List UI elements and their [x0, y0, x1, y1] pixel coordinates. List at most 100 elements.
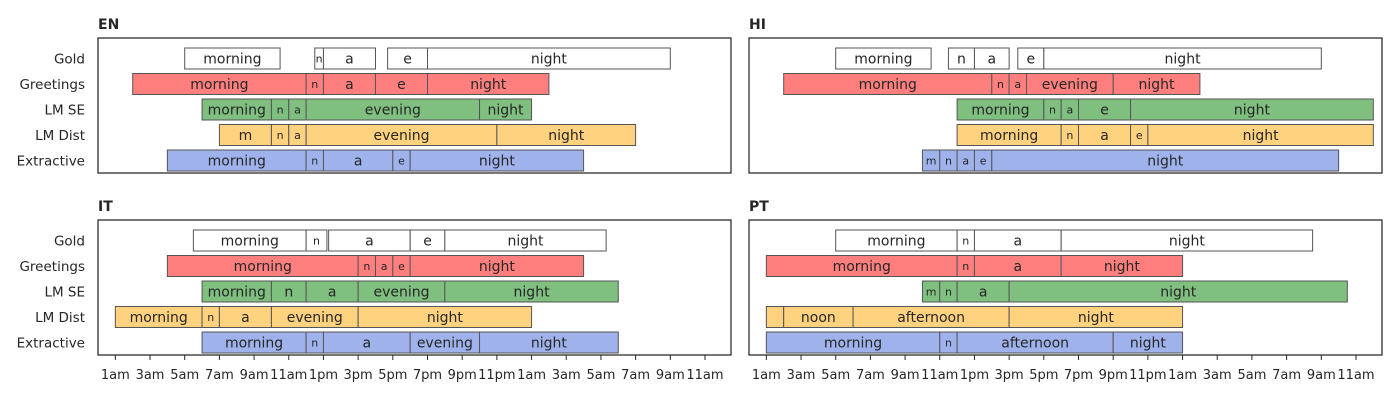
x-tick-label-it-7: 3pm	[344, 368, 373, 383]
bar-it-lm-se-4	[444, 280, 619, 303]
panel-title-pt: PT	[749, 199, 769, 215]
bar-label-hi-extractive-4: night	[1147, 154, 1184, 170]
bar-label-hi-extractive-1: n	[945, 154, 952, 167]
bar-label-pt-greetings-3: night	[1104, 259, 1141, 275]
bar-en-gold-2	[322, 47, 376, 70]
bar-label-hi-greetings-3: evening	[1042, 77, 1098, 93]
bar-label-en-gold-2: a	[345, 52, 354, 68]
bar-hi-gold-2	[973, 47, 1010, 70]
bar-label-it-lm-se-1: n	[284, 285, 293, 301]
x-tick-label-pt-7: 3pm	[995, 368, 1024, 383]
bar-label-hi-extractive-0: m	[926, 154, 937, 167]
bar-label-it-gold-3: e	[423, 234, 432, 250]
bar-label-en-lm-se-1: n	[277, 103, 284, 116]
bar-label-it-extractive-1: n	[311, 336, 318, 349]
x-tick-label-pt-15: 7am	[1272, 368, 1301, 383]
x-tick-label-it-16: 9am	[656, 368, 685, 383]
x-tick-label-pt-5: 11am	[921, 368, 958, 383]
bar-label-it-greetings-2: a	[381, 260, 388, 273]
bar-hi-greetings-4	[1112, 73, 1201, 95]
bar-pt-lm-dist-0	[765, 306, 785, 328]
bar-en-gold-0	[184, 47, 281, 70]
bar-label-pt-lm-se-0: m	[926, 285, 937, 298]
bar-label-pt-lm-dist-1: noon	[801, 310, 836, 326]
x-tick-label-pt-8: 5pm	[1029, 368, 1058, 383]
bar-en-extractive-4	[409, 149, 585, 172]
bar-label-en-lm-dist-2: a	[294, 129, 301, 142]
bar-label-hi-lm-dist-1: n	[1066, 129, 1073, 142]
row-label-lm-se: LM SE	[44, 285, 85, 301]
bar-label-hi-lm-se-4: night	[1234, 103, 1271, 119]
bar-label-it-lm-se-3: evening	[373, 285, 429, 301]
bar-label-en-gold-4: night	[531, 52, 568, 68]
x-tick-label-pt-2: 5am	[821, 368, 850, 383]
axes-frame-it	[97, 219, 732, 356]
x-tick-label-it-15: 7am	[621, 368, 650, 383]
bar-it-lm-dist-4	[357, 306, 533, 328]
x-tick-label-it-0: 1am	[101, 368, 130, 383]
bar-label-hi-lm-dist-0: morning	[980, 128, 1038, 144]
bar-label-hi-greetings-1: n	[997, 78, 1004, 91]
bar-label-hi-gold-3: e	[1027, 52, 1036, 68]
bar-label-it-lm-se-0: morning	[208, 285, 266, 301]
bar-label-hi-extractive-2: a	[962, 154, 969, 167]
bar-hi-gold-0	[835, 47, 932, 70]
bar-label-it-gold-2: a	[365, 234, 374, 250]
bar-label-en-lm-dist-1: n	[277, 129, 284, 142]
bar-hi-lm-dist-4	[1147, 124, 1374, 146]
bar-label-it-greetings-4: night	[479, 259, 516, 275]
bar-label-it-lm-dist-3: evening	[287, 310, 343, 326]
bar-label-hi-lm-se-3: e	[1100, 103, 1109, 119]
bar-label-pt-greetings-2: a	[1014, 259, 1023, 275]
x-tick-label-it-11: 11pm	[478, 368, 515, 383]
bar-label-hi-extractive-3: e	[980, 154, 987, 167]
x-tick-label-it-5: 11am	[270, 368, 307, 383]
bar-label-pt-lm-dist-3: night	[1078, 310, 1115, 326]
bar-label-en-lm-se-3: evening	[365, 103, 421, 119]
bar-label-en-greetings-0: morning	[190, 77, 248, 93]
x-tick-label-pt-10: 9pm	[1099, 368, 1128, 383]
bar-hi-gold-4	[1043, 47, 1322, 70]
bar-label-it-gold-4: night	[507, 234, 544, 250]
bar-label-it-gold-0: morning	[221, 234, 279, 250]
row-label-gold: Gold	[54, 234, 85, 250]
bar-label-en-lm-dist-3: evening	[373, 128, 429, 144]
row-label-extractive: Extractive	[17, 336, 85, 352]
bar-label-pt-extractive-1: n	[945, 336, 952, 349]
bar-label-hi-gold-4: night	[1165, 52, 1202, 68]
bar-label-pt-extractive-2: afternoon	[1001, 336, 1069, 352]
bar-label-en-gold-0: morning	[203, 52, 261, 68]
x-tick-label-it-1: 3am	[136, 368, 165, 383]
bar-label-it-extractive-2: a	[363, 336, 372, 352]
panel-title-it: IT	[98, 199, 113, 215]
bar-label-it-gold-1: n	[313, 234, 320, 247]
row-label-gold: Gold	[54, 52, 85, 68]
bar-label-hi-greetings-0: morning	[859, 77, 917, 93]
bar-en-greetings-4	[427, 73, 550, 95]
bar-label-it-extractive-0: morning	[225, 336, 283, 352]
bar-it-extractive-4	[479, 331, 619, 354]
bar-it-gold-4	[444, 229, 607, 252]
x-tick-label-pt-6: 1pm	[960, 368, 989, 383]
bar-label-pt-gold-1: n	[962, 234, 969, 247]
bar-label-it-extractive-4: night	[531, 336, 568, 352]
bar-label-it-lm-dist-4: night	[427, 310, 464, 326]
x-tick-label-it-4: 9am	[240, 368, 269, 383]
bar-label-hi-lm-se-2: a	[1066, 103, 1073, 116]
x-tick-label-pt-14: 5am	[1237, 368, 1266, 383]
axes-frame-en	[97, 37, 732, 174]
bar-label-en-extractive-3: e	[398, 154, 405, 167]
bar-label-pt-gold-3: night	[1169, 234, 1206, 250]
bar-label-pt-extractive-0: morning	[824, 336, 882, 352]
x-tick-label-it-3: 7am	[205, 368, 234, 383]
bar-label-it-greetings-1: n	[363, 260, 370, 273]
bar-label-en-extractive-2: a	[354, 154, 363, 170]
bar-label-hi-gold-2: a	[987, 52, 996, 68]
row-label-lm-dist: LM Dist	[35, 128, 85, 144]
x-tick-label-pt-13: 3am	[1203, 368, 1232, 383]
panel-title-en: EN	[98, 17, 119, 33]
row-label-extractive: Extractive	[17, 154, 85, 170]
axes-frame-hi	[748, 37, 1383, 174]
bar-hi-lm-se-4	[1130, 98, 1374, 121]
